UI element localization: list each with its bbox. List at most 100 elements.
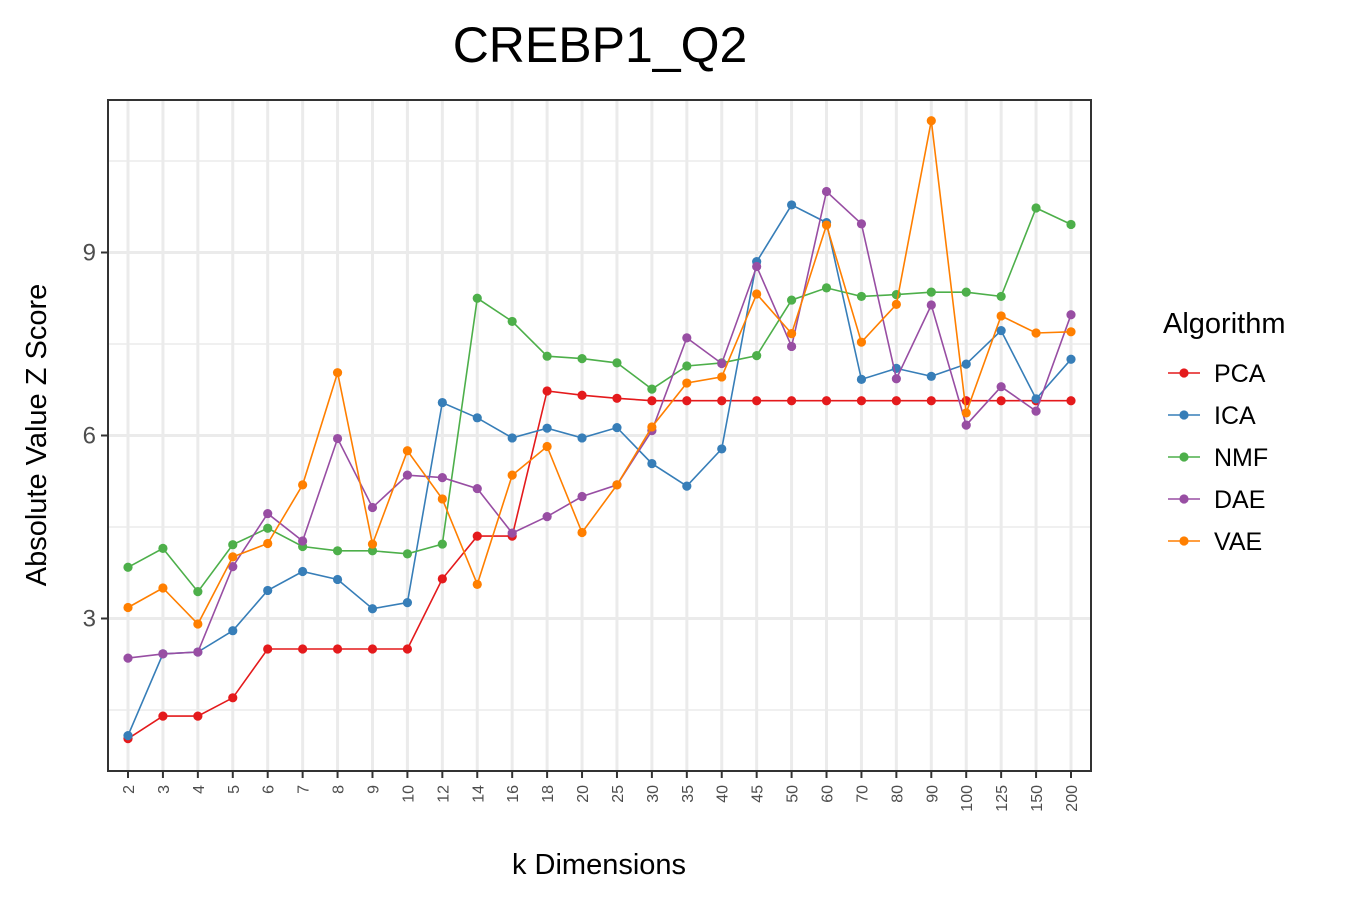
data-point-nmf xyxy=(228,540,237,549)
x-tick-label: 10 xyxy=(400,785,417,803)
data-point-dae xyxy=(962,421,971,430)
data-point-dae xyxy=(927,300,936,309)
data-point-ica xyxy=(473,413,482,422)
data-point-vae xyxy=(333,368,342,377)
x-tick-label: 200 xyxy=(1064,785,1081,812)
data-point-dae xyxy=(193,647,202,656)
legend-label-dae: DAE xyxy=(1214,486,1265,514)
data-point-pca xyxy=(787,396,796,405)
data-point-vae xyxy=(857,338,866,347)
data-point-dae xyxy=(892,374,901,383)
x-tick-label: 18 xyxy=(540,785,557,803)
data-point-nmf xyxy=(263,524,272,533)
data-point-pca xyxy=(158,712,167,721)
x-tick-label: 45 xyxy=(750,785,767,803)
x-tick-label: 80 xyxy=(889,785,906,803)
data-point-nmf xyxy=(962,288,971,297)
data-point-dae xyxy=(787,342,796,351)
x-tick-label: 150 xyxy=(1029,785,1046,812)
data-point-vae xyxy=(368,539,377,548)
x-tick-label: 12 xyxy=(435,785,452,803)
data-point-pca xyxy=(193,712,202,721)
data-point-vae xyxy=(158,583,167,592)
x-tick-label: 3 xyxy=(156,785,173,794)
data-point-ica xyxy=(787,200,796,209)
y-tick-label: 9 xyxy=(83,240,96,267)
data-point-nmf xyxy=(123,563,132,572)
data-point-ica xyxy=(962,360,971,369)
data-point-dae xyxy=(403,471,412,480)
x-tick-label: 7 xyxy=(296,785,313,794)
data-point-pca xyxy=(298,644,307,653)
data-point-ica xyxy=(717,444,726,453)
data-point-pca xyxy=(577,391,586,400)
data-point-vae xyxy=(717,372,726,381)
data-point-pca xyxy=(368,644,377,653)
data-point-ica xyxy=(123,731,132,740)
data-point-nmf xyxy=(997,292,1006,301)
x-tick-label: 5 xyxy=(226,785,243,794)
x-tick-label: 4 xyxy=(191,785,208,794)
data-point-vae xyxy=(403,446,412,455)
data-point-dae xyxy=(298,536,307,545)
x-tick-label: 16 xyxy=(505,785,522,803)
x-tick-label: 100 xyxy=(959,785,976,812)
data-point-nmf xyxy=(508,317,517,326)
legend-item-pca: PCA xyxy=(1168,360,1266,388)
data-point-ica xyxy=(438,398,447,407)
data-point-pca xyxy=(822,396,831,405)
data-point-dae xyxy=(508,529,517,538)
x-tick-label: 6 xyxy=(261,785,278,794)
data-point-dae xyxy=(473,484,482,493)
data-point-pca xyxy=(997,396,1006,405)
data-point-vae xyxy=(123,603,132,612)
data-point-nmf xyxy=(473,294,482,303)
legend-label-vae: VAE xyxy=(1214,528,1262,556)
x-tick-label: 30 xyxy=(645,785,662,803)
data-point-dae xyxy=(123,654,132,663)
data-point-ica xyxy=(927,372,936,381)
data-point-vae xyxy=(438,494,447,503)
x-tick-label: 125 xyxy=(994,785,1011,812)
data-point-pca xyxy=(717,396,726,405)
x-tick-label: 14 xyxy=(470,785,487,803)
x-tick-label: 8 xyxy=(331,785,348,794)
data-point-pca xyxy=(892,396,901,405)
data-point-ica xyxy=(333,575,342,584)
legend-item-vae: VAE xyxy=(1168,528,1262,556)
data-point-dae xyxy=(717,359,726,368)
data-point-ica xyxy=(612,423,621,432)
data-point-pca xyxy=(752,396,761,405)
x-tick-label: 60 xyxy=(820,785,837,803)
series-line-pca xyxy=(128,391,1071,739)
data-point-ica xyxy=(543,424,552,433)
data-point-ica xyxy=(368,604,377,613)
data-point-nmf xyxy=(787,295,796,304)
data-point-pca xyxy=(1066,396,1075,405)
legend-item-dae: DAE xyxy=(1168,486,1265,514)
data-point-nmf xyxy=(752,351,761,360)
data-point-nmf xyxy=(543,352,552,361)
data-point-vae xyxy=(298,480,307,489)
data-point-nmf xyxy=(682,361,691,370)
data-point-nmf xyxy=(403,549,412,558)
data-point-dae xyxy=(577,492,586,501)
x-tick-label: 40 xyxy=(715,785,732,803)
data-point-dae xyxy=(543,512,552,521)
data-point-vae xyxy=(752,289,761,298)
legend-key-point xyxy=(1179,494,1188,503)
data-point-ica xyxy=(263,586,272,595)
data-point-vae xyxy=(682,378,691,387)
data-point-vae xyxy=(997,311,1006,320)
data-point-dae xyxy=(997,382,1006,391)
data-point-vae xyxy=(543,442,552,451)
data-point-nmf xyxy=(927,288,936,297)
data-point-pca xyxy=(403,644,412,653)
x-tick-label: 20 xyxy=(575,785,592,803)
legend-title: Algorithm xyxy=(1163,308,1286,340)
data-point-nmf xyxy=(1066,220,1075,229)
x-tick-label: 25 xyxy=(610,785,627,803)
data-point-ica xyxy=(508,433,517,442)
